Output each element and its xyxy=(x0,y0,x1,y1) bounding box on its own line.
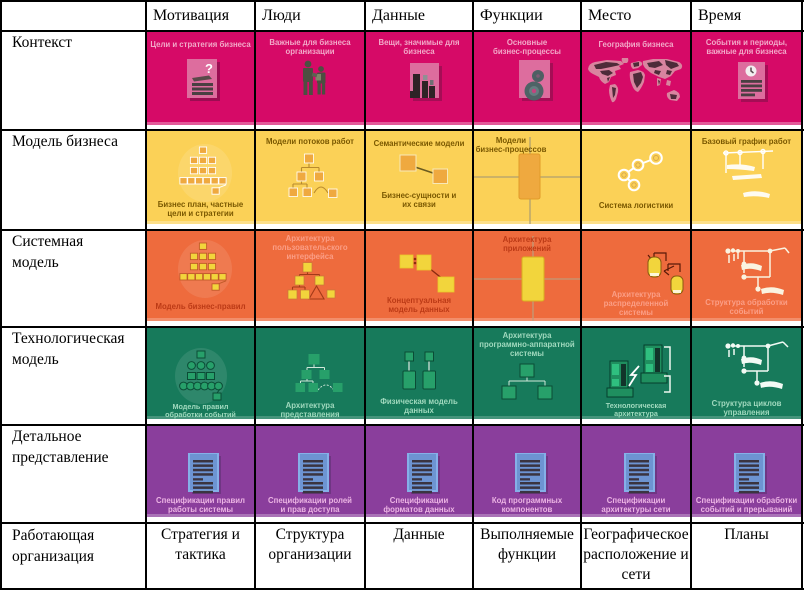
svg-text:?: ? xyxy=(205,61,213,76)
